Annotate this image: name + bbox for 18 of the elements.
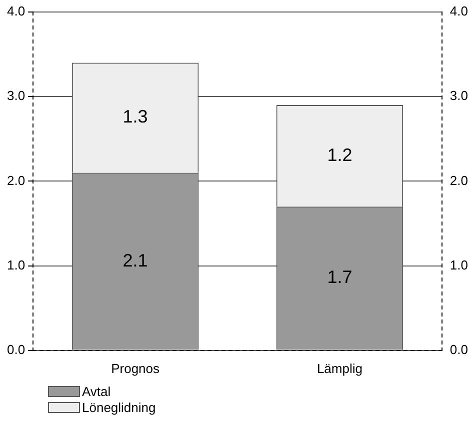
y-tick-label: 4.0 (6, 4, 26, 19)
data-label: 2.1 (122, 250, 148, 270)
y2-tick-label: 0.0 (450, 342, 468, 357)
data-label: 1.3 (122, 106, 148, 127)
x-tick-label: Lämplig (316, 360, 362, 376)
data-label: 1.2 (327, 144, 352, 165)
y2-tick-label: 2.0 (450, 172, 468, 188)
y-tick-label: 2.0 (6, 172, 26, 188)
y2-tick-label: 3.0 (450, 88, 468, 104)
legend-label: Löneglidning (82, 400, 156, 414)
y-tick-label: 3.0 (6, 88, 26, 104)
y2-tick-label: 4.0 (450, 4, 468, 19)
y-tick-label: 1.0 (6, 257, 26, 272)
legend-label: Avtal (82, 384, 111, 398)
data-label: 1.7 (327, 267, 352, 288)
y-tick-label: 0.0 (6, 342, 26, 357)
y2-tick-label: 1.0 (450, 257, 468, 272)
x-tick-label: Prognos (111, 360, 160, 376)
